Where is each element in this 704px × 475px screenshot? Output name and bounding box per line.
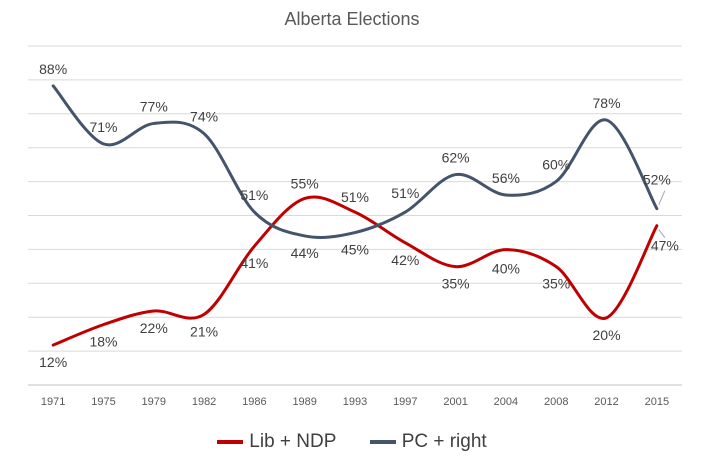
data-label: 51% <box>391 185 419 201</box>
x-axis-ticks: 1971 1975 1979 1982 1986 1989 1993 1997 2001 2004… <box>41 396 669 408</box>
data-label: 20% <box>593 327 621 343</box>
data-label: 51% <box>240 187 268 203</box>
data-label: 35% <box>542 276 570 292</box>
x-tick-label: 1989 <box>292 396 316 408</box>
series-lines <box>51 84 659 347</box>
x-tick-label: 2012 <box>594 396 618 408</box>
x-tick-label: 1975 <box>91 396 115 408</box>
data-label: 45% <box>341 242 369 258</box>
data-label: 51% <box>341 189 369 205</box>
data-label: 77% <box>140 98 168 114</box>
legend-label-pc-right: PC + right <box>401 431 487 452</box>
x-tick-label: 1971 <box>41 396 65 408</box>
data-label: 35% <box>442 276 470 292</box>
legend: Lib + NDP PC + right <box>0 428 704 453</box>
data-label: 41% <box>240 255 268 271</box>
x-tick-label: 2008 <box>544 396 568 408</box>
data-label: 74% <box>190 109 218 125</box>
data-label: 21% <box>190 323 218 339</box>
label-leader-line <box>658 190 666 205</box>
legend-swatch-lib-ndp <box>217 440 244 444</box>
x-tick-label: 2004 <box>494 396 518 408</box>
data-labels: 12% 18% 22% 21% 41% 55% 51% 42% 35% 40% 35% 20% 47% 8… <box>39 61 679 370</box>
data-label: 78% <box>593 95 621 111</box>
data-label: 56% <box>492 170 520 186</box>
x-tick-label: 1986 <box>242 396 266 408</box>
data-label: 71% <box>89 119 117 135</box>
data-label: 22% <box>140 320 168 336</box>
data-label: 18% <box>89 334 117 350</box>
series-line-pc-right <box>51 84 659 239</box>
label-leader-line <box>658 229 666 239</box>
chart-title: Alberta Elections <box>284 9 420 29</box>
series-line-lib-ndp <box>51 195 659 347</box>
data-label: 47% <box>651 238 679 254</box>
data-label: 88% <box>39 61 67 77</box>
data-label: 52% <box>643 172 671 188</box>
legend-item-pc-right: PC + right <box>369 431 487 453</box>
legend-swatch-pc-right <box>369 440 396 444</box>
x-tick-label: 1997 <box>393 396 417 408</box>
x-tick-label: 2015 <box>645 396 669 408</box>
x-tick-label: 1982 <box>192 396 216 408</box>
x-tick-label: 1979 <box>142 396 166 408</box>
data-label: 55% <box>291 175 319 191</box>
data-label: 62% <box>442 150 470 166</box>
data-label: 60% <box>542 156 570 172</box>
data-label: 42% <box>391 252 419 268</box>
data-label: 40% <box>492 261 520 277</box>
legend-item-lib-ndp: Lib + NDP <box>217 431 336 453</box>
x-tick-label: 1993 <box>343 396 367 408</box>
data-label: 44% <box>291 245 319 261</box>
data-label: 12% <box>39 354 67 370</box>
legend-label-lib-ndp: Lib + NDP <box>249 431 337 452</box>
gridlines <box>28 45 682 386</box>
x-tick-label: 2001 <box>443 396 467 408</box>
